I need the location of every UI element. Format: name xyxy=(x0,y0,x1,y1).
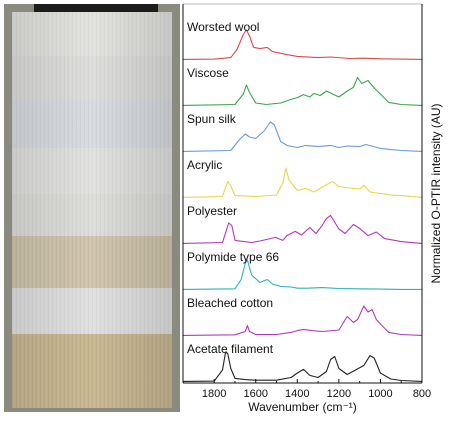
series-line-polymide-type-66 xyxy=(182,259,422,290)
series-line-worsted-wool xyxy=(182,29,423,60)
x-tick-label: 1400 xyxy=(285,388,309,400)
series-label: Acetate filament xyxy=(187,342,274,356)
series-line-acrylic xyxy=(182,167,423,198)
series-line-spun-silk xyxy=(182,121,423,152)
series-line-viscose xyxy=(182,76,423,106)
series-label: Viscose xyxy=(187,66,229,80)
y-axis-label: Normalized O-PTIR intensity (AU) xyxy=(429,103,443,283)
x-tick-label: 800 xyxy=(413,388,431,400)
series-label: Bleached cotton xyxy=(187,296,273,310)
x-tick-label: 1800 xyxy=(202,388,226,400)
series-line-acetate-filament xyxy=(182,351,423,382)
x-tick-label: 1000 xyxy=(368,388,392,400)
series-label: Spun silk xyxy=(187,112,237,126)
x-axis-label: Wavenumber (cm⁻¹) xyxy=(248,400,357,414)
swatch-top-band xyxy=(34,4,158,12)
fabric-swatch-photo xyxy=(4,4,180,412)
series-line-bleached-cotton xyxy=(182,305,423,336)
series-label-layer: Worsted wool Viscose Spun silk Acrylic Polye… xyxy=(187,20,279,356)
series-line-polyester xyxy=(182,214,423,244)
series-label: Polymide type 66 xyxy=(187,250,279,264)
x-tick-layer: 1800 1600 1400 1200 1000 800 xyxy=(202,379,431,400)
series-label: Worsted wool xyxy=(187,20,259,34)
series-label: Acrylic xyxy=(187,158,222,172)
x-tick-label: 1600 xyxy=(243,388,267,400)
series-layer xyxy=(182,29,423,382)
fabric-swatch-image xyxy=(4,4,180,412)
series-label: Polyester xyxy=(187,204,237,218)
x-tick-label: 1200 xyxy=(327,388,351,400)
